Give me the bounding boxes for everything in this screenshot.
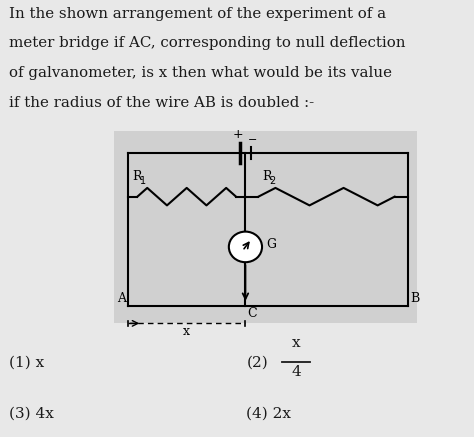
Text: B: B — [410, 292, 419, 305]
Text: of galvanometer, is x then what would be its value: of galvanometer, is x then what would be… — [9, 66, 392, 80]
Text: In the shown arrangement of the experiment of a: In the shown arrangement of the experime… — [9, 7, 387, 21]
Text: R: R — [262, 170, 272, 183]
Text: R: R — [133, 170, 142, 183]
Circle shape — [229, 232, 262, 262]
Text: if the radius of the wire AB is doubled :-: if the radius of the wire AB is doubled … — [9, 96, 315, 110]
Text: A: A — [117, 292, 126, 305]
Text: 2: 2 — [269, 176, 275, 186]
Text: 1: 1 — [140, 176, 146, 186]
Text: (1) x: (1) x — [9, 356, 45, 370]
Text: +: + — [233, 128, 244, 141]
Text: x: x — [183, 325, 190, 338]
Text: (4) 2x: (4) 2x — [246, 406, 292, 420]
Text: meter bridge if AC, corresponding to null deflection: meter bridge if AC, corresponding to nul… — [9, 36, 406, 50]
Text: 4: 4 — [292, 365, 301, 379]
Text: −: − — [248, 135, 257, 145]
Text: (3) 4x: (3) 4x — [9, 406, 55, 420]
Text: G: G — [266, 238, 276, 251]
Text: x: x — [292, 336, 301, 350]
Text: C: C — [247, 307, 257, 320]
Bar — [114, 131, 417, 323]
Text: (2): (2) — [246, 356, 268, 370]
